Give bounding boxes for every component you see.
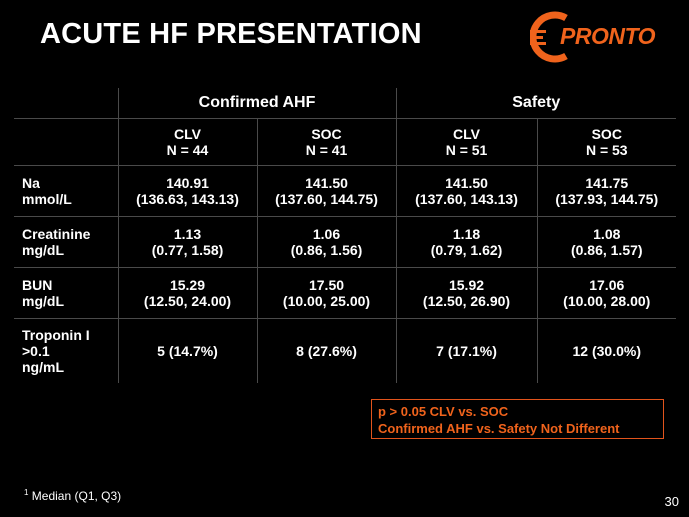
table-cell: 5 (14.7%) <box>117 318 257 383</box>
table-cell: 15.92 (12.50, 26.90) <box>395 267 538 319</box>
row-label: Creatinine mg/dL <box>14 216 118 268</box>
row-label: Na mmol/L <box>14 165 118 217</box>
pronto-c-logo-icon <box>530 11 568 63</box>
pronto-logo: PRONTO <box>530 10 680 64</box>
table-row: Na mmol/L 140.91 (136.63, 143.13) 141.50 (1… <box>14 165 677 217</box>
table-cell: 1.08 (0.86, 1.57) <box>536 216 677 268</box>
column-header-row: CLV N = 44 SOC N = 41 CLV N = 51 SOC N = 53 <box>14 118 677 166</box>
table-cell: 141.75 (137.93, 144.75) <box>536 165 677 217</box>
group-header-row: Confirmed AHF Safety <box>14 88 677 119</box>
table-cell: 1.18 (0.79, 1.62) <box>395 216 538 268</box>
group-header-confirmed-ahf: Confirmed AHF <box>117 88 397 119</box>
significance-note-box: p > 0.05 CLV vs. SOC Confirmed AHF vs. S… <box>371 399 664 439</box>
slide-title: ACUTE HF PRESENTATION <box>40 18 422 50</box>
table-row: Troponin I >0.1 ng/mL 5 (14.7%) 8 (27.6%) … <box>14 318 677 383</box>
note-line: p > 0.05 CLV vs. SOC <box>378 404 509 419</box>
column-header: SOC N = 53 <box>536 118 677 166</box>
data-table: Confirmed AHF Safety CLV N = 44 SOC N = 41… <box>14 88 677 383</box>
footnote-text: Median (Q1, Q3) <box>31 489 122 503</box>
table-row: BUN mg/dL 15.29 (12.50, 24.00) 17.50 (10.00… <box>14 267 677 319</box>
group-header-safety: Safety <box>395 88 677 119</box>
page-number: 30 <box>664 494 679 509</box>
table-cell: 141.50 (137.60, 143.13) <box>395 165 538 217</box>
row-label: Troponin I >0.1 ng/mL <box>14 318 118 383</box>
table-cell: 15.29 (12.50, 24.00) <box>117 267 257 319</box>
table-cell: 140.91 (136.63, 143.13) <box>117 165 257 217</box>
table-cell: 17.50 (10.00, 25.00) <box>256 267 397 319</box>
footnote: 1 Median (Q1, Q3) <box>24 488 121 503</box>
footnote-marker: 1 <box>24 488 29 497</box>
note-line: Confirmed AHF vs. Safety Not Different <box>378 421 620 436</box>
column-header: CLV N = 44 <box>117 118 257 166</box>
table-cell: 141.50 (137.60, 144.75) <box>256 165 397 217</box>
table-cell: 1.06 (0.86, 1.56) <box>256 216 397 268</box>
table-cell: 17.06 (10.00, 28.00) <box>536 267 677 319</box>
table-cell: 7 (17.1%) <box>395 318 538 383</box>
column-header: SOC N = 41 <box>256 118 397 166</box>
column-header: CLV N = 51 <box>395 118 538 166</box>
row-label: BUN mg/dL <box>14 267 118 319</box>
table-cell: 1.13 (0.77, 1.58) <box>117 216 257 268</box>
logo-text: PRONTO <box>560 23 655 49</box>
table-cell: 8 (27.6%) <box>256 318 397 383</box>
table-row: Creatinine mg/dL 1.13 (0.77, 1.58) 1.06 (0.… <box>14 216 677 268</box>
table-cell: 12 (30.0%) <box>536 318 677 383</box>
